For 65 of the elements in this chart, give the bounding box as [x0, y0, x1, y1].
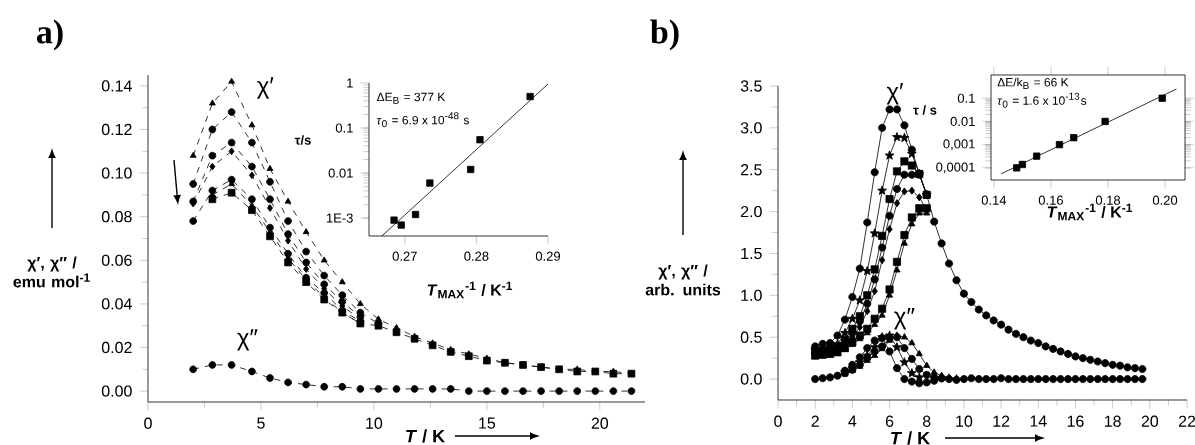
y-tick-label: 0.06	[101, 254, 132, 266]
y-axis-title: τ/s	[294, 135, 311, 145]
annotation: τ$_{0}$ = 6.9 x 10$^{-48}$ s	[377, 112, 469, 128]
y-tick-label: 0.01	[328, 168, 353, 178]
x-tick-label: 16	[1067, 415, 1084, 427]
x-tick-label: 0.14	[981, 195, 1007, 205]
y-tick-label: 0.14	[101, 80, 132, 92]
y-axis-title: τ / s	[913, 105, 937, 115]
annotation: τ$_{0}$ = 1.6 x 10$^{-13}$s	[997, 92, 1087, 108]
y-tick-label: 0.08	[101, 211, 132, 223]
x-tick-label: 0	[144, 417, 152, 429]
y-tick-label: 1.0	[741, 289, 762, 301]
x-tick-label: 10	[366, 417, 383, 429]
y-axis-title: χ′, χ″ / arb. units	[645, 264, 721, 296]
x-tick-label: 12	[993, 415, 1010, 427]
chart-title: b)	[650, 19, 679, 51]
y-tick-label: 1	[347, 78, 353, 88]
x-axis-title: T / K	[891, 431, 930, 445]
y-tick-label: 2.5	[740, 164, 762, 176]
x-tick-label: 0.28	[464, 251, 489, 261]
annotation: ΔE/k$_{B}$ = 66 K	[997, 77, 1069, 90]
annotation: χ′	[886, 83, 904, 105]
x-tick-label: 22	[1178, 415, 1195, 427]
annotation: χ″	[894, 307, 915, 330]
x-axis-title: T / K	[406, 429, 445, 443]
y-tick-label: 0,001	[943, 139, 975, 151]
y-tick-label: 1.5	[741, 247, 762, 260]
y-tick-label: 3.5	[740, 80, 762, 92]
y-tick-label: 0,0001	[936, 162, 975, 174]
x-tick-label: 20	[591, 417, 609, 429]
x-tick-label: 0.18	[1095, 195, 1121, 205]
y-tick-label: 0.1	[957, 93, 975, 103]
x-tick-label: 14	[1030, 415, 1047, 427]
y-tick-label: 3.0	[740, 122, 762, 134]
y-tick-label: 0.12	[101, 123, 132, 136]
x-tick-label: 5	[257, 417, 265, 429]
x-axis-title: T$_{MAX}$$^{-1}$ / K$^{-1}$	[427, 281, 513, 299]
y-tick-label: 0.0	[740, 373, 762, 385]
x-tick-label: 10	[956, 415, 973, 427]
y-tick-label: 2.0	[740, 205, 762, 218]
y-tick-label: 0.04	[101, 298, 132, 310]
y-tick-label: 0.1	[335, 123, 353, 133]
x-tick-label: 0.29	[535, 251, 561, 261]
y-tick-label: 0.5	[740, 331, 762, 343]
x-tick-label: 6	[885, 415, 894, 427]
y-tick-label: 0.10	[101, 167, 132, 179]
x-tick-label: 2	[811, 415, 819, 427]
annotation: χ″	[237, 329, 258, 351]
x-tick-label: 0	[774, 415, 782, 427]
y-tick-label: 0.01	[950, 116, 975, 127]
x-tick-label: 8	[922, 415, 931, 427]
x-tick-label: 15	[479, 417, 496, 429]
x-tick-label: 20	[1141, 415, 1159, 427]
y-axis-title: χ′, χ″ / emu mol$^{-1}$	[13, 256, 90, 288]
y-tick-label: 0.00	[101, 385, 132, 397]
annotation: χ′	[256, 77, 274, 99]
x-tick-label: 18	[1104, 415, 1121, 427]
x-tick-label: 4	[848, 415, 857, 427]
chart-title: a)	[36, 19, 63, 51]
annotation: ΔE$_{B}$ = 377 K	[376, 92, 446, 104]
x-tick-label: 0.20	[1152, 195, 1178, 205]
y-tick-label: 0.02	[101, 341, 132, 354]
y-tick-label: 1E-3	[326, 213, 353, 223]
x-tick-label: 0.27	[392, 251, 417, 261]
x-tick-label: 0.16	[1038, 195, 1063, 205]
